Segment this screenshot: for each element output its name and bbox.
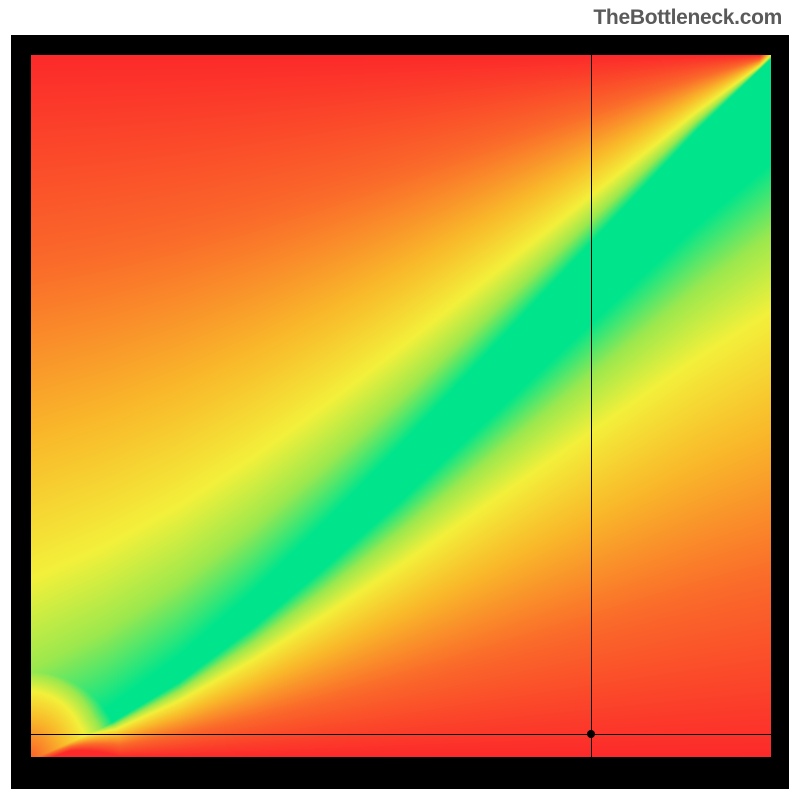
marker-dot xyxy=(587,730,595,738)
chart-container: TheBottleneck.com xyxy=(0,0,800,800)
plot-frame xyxy=(11,35,789,789)
plot-area xyxy=(31,55,771,757)
attribution-text: TheBottleneck.com xyxy=(593,6,782,30)
bottleneck-heatmap xyxy=(31,55,771,757)
